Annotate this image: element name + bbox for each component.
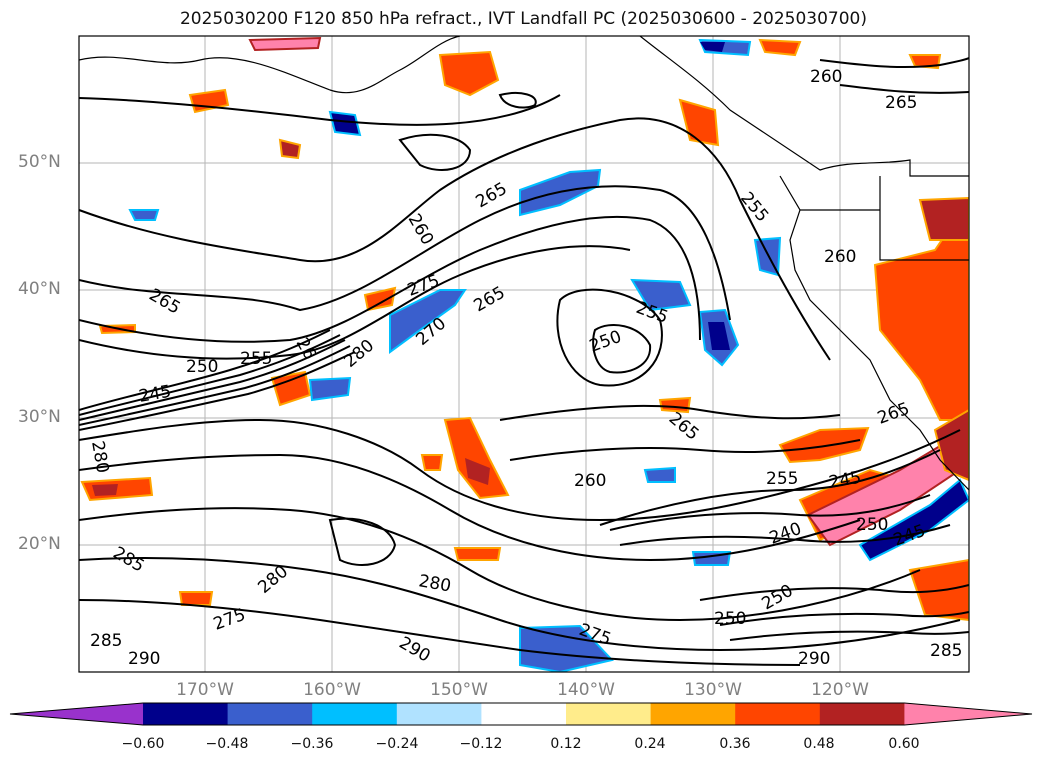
colorbar-segment [396,703,482,725]
contour-label: 290 [798,649,830,669]
longitude-label: 150°W [430,680,488,700]
colorbar-segment [227,703,313,725]
colorbar-tick-label: 0.12 [550,736,582,752]
contour-label: 285 [930,641,962,661]
coastlines [79,36,969,491]
colorbar-tick-label: 0.24 [634,736,666,752]
longitude-label: 160°W [303,680,361,700]
colorbar-tick-label: −0.24 [375,736,419,752]
contour-label: 290 [128,649,160,669]
longitude-label: 140°W [557,680,615,700]
colorbar-outline [9,702,1033,726]
latitude-label: 40°N [18,279,61,299]
colorbar-extension-max [904,703,1032,725]
contour-label: 260 [574,471,606,491]
colorbar-tick-label: −0.36 [290,736,334,752]
contour-label: 250 [856,515,888,535]
latitude-label: 30°N [18,407,61,427]
colorbar-tick-label: −0.48 [205,736,249,752]
longitude-label: 170°W [176,680,234,700]
colorbar-segments [10,703,1032,725]
latitude-label: 50°N [18,152,61,172]
colorbar-segment [312,703,398,725]
longitude-label: 120°W [811,680,869,700]
contour-label: 250 [186,357,218,377]
colorbar-tick-label: 0.48 [803,736,835,752]
map-frame [78,35,970,673]
latitude-label: 20°N [18,534,61,554]
colorbar-segment [735,703,821,725]
contour-label: 260 [810,67,842,87]
colorbar-segment [143,703,229,725]
contour-label: 255 [240,349,272,369]
colorbar-tick-label: −0.12 [459,736,503,752]
contour-lines [79,57,969,666]
contour-label: 255 [766,469,798,489]
colorbar-segment [481,703,567,725]
colorbar-segment [566,703,652,725]
filled-shading [80,36,969,672]
contour-label: 260 [824,247,856,267]
contour-label: 285 [90,631,122,651]
longitude-label: 130°W [684,680,742,700]
contour-label: 250 [714,609,746,629]
colorbar-tick-label: −0.60 [121,736,165,752]
colorbar-tick-label: 0.60 [888,736,920,752]
map-title: 2025030200 F120 850 hPa refract., IVT La… [179,9,867,29]
contour-label: 265 [885,93,917,113]
colorbar-extension-min [10,703,143,725]
colorbar-tick-label: 0.36 [719,736,751,752]
colorbar-segment [819,703,905,725]
colorbar-segment [650,703,736,725]
